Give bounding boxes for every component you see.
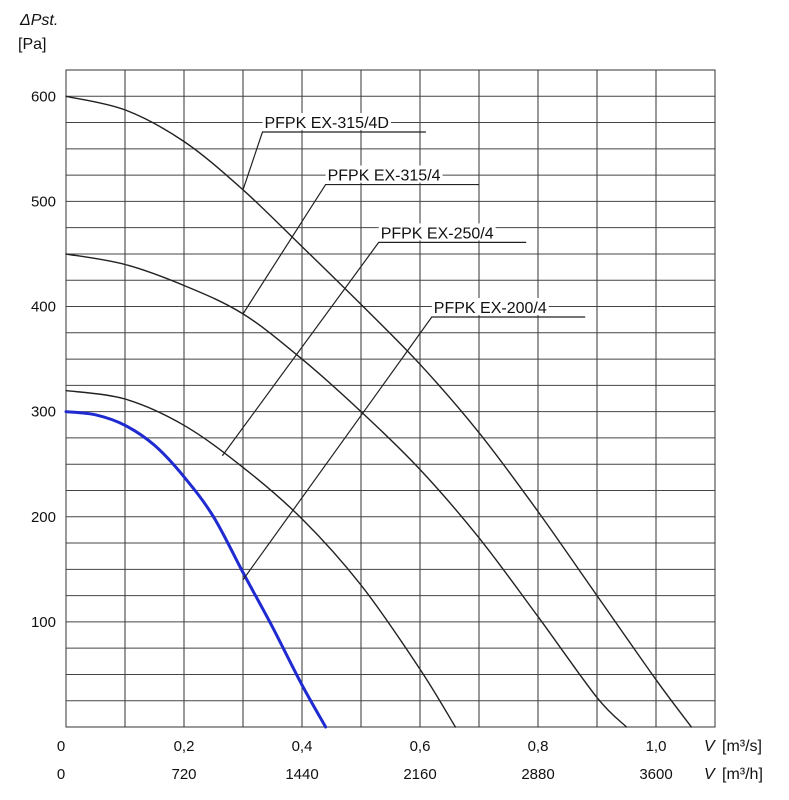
y-axis-unit: [Pa]	[18, 36, 46, 53]
series-line-3	[65, 389, 457, 728]
series-leader-line	[242, 316, 586, 581]
x-tick-label-m3h: 0	[57, 766, 65, 783]
series-label: PFPK EX-315/4D	[264, 115, 389, 132]
series-line-1	[65, 95, 693, 728]
x-tick-label-m3s: 0,2	[174, 738, 195, 755]
x-axis-symbol-m3h: V	[704, 766, 716, 783]
x-tick-label-m3s: 0,8	[528, 738, 549, 755]
y-tick-label: 400	[31, 299, 56, 316]
series-curves	[64, 95, 693, 729]
x-tick-label-m3s: 0,6	[410, 738, 431, 755]
series-label: PFPK EX-200/4	[434, 300, 547, 317]
y-axis-title: ΔPst.	[19, 12, 58, 29]
x-axis-unit-m3s: [m³/s]	[722, 738, 762, 755]
y-tick-label: 100	[31, 614, 56, 631]
series-label-background	[378, 223, 496, 241]
y-tick-label: 600	[31, 88, 56, 105]
x-axis-title-m3s: V [m³/s]	[704, 738, 762, 755]
series-label: PFPK EX-315/4	[328, 168, 441, 185]
series-leader-line	[242, 131, 426, 191]
x-axis-title-m3h: V [m³/h]	[704, 766, 763, 783]
y-tick-labels: 100 200 300 400 500 600	[31, 88, 56, 631]
x-tick-label-m3s: 0,4	[292, 738, 313, 755]
x-tick-label-m3h: 2880	[521, 766, 554, 783]
series-label: PFPK EX-250/4	[381, 225, 494, 242]
y-tick-label: 300	[31, 404, 56, 421]
x-axis-unit-m3h: [m³/h]	[722, 766, 763, 783]
series-leader-line	[242, 183, 479, 315]
plot-frame	[65, 69, 716, 728]
x-axis-symbol-m3s: V	[704, 738, 716, 755]
x-tick-label-m3h: 1440	[285, 766, 318, 783]
x-tick-labels: 0 0,2 0,4 0,6 0,8 1,0 0 720 1440 2160 2880 3600	[57, 738, 673, 783]
series-line-4	[64, 410, 328, 729]
x-tick-label-m3s: 1,0	[646, 738, 667, 755]
series-label-background	[262, 113, 391, 131]
series-leader-line	[221, 241, 527, 457]
y-tick-label: 200	[31, 509, 56, 526]
y-tick-label: 500	[31, 193, 56, 210]
x-tick-label-m3h: 2160	[403, 766, 436, 783]
x-tick-label-m3h: 3600	[639, 766, 672, 783]
series-label-background	[431, 298, 549, 316]
series-annotations: PFPK EX-315/4D PFPK EX-315/4 PFPK EX-250/4…	[221, 113, 586, 581]
x-tick-label-m3h: 720	[171, 766, 196, 783]
x-tick-label-m3s: 0	[57, 738, 65, 755]
series-line-2	[65, 253, 628, 728]
series-label-background	[325, 165, 443, 183]
